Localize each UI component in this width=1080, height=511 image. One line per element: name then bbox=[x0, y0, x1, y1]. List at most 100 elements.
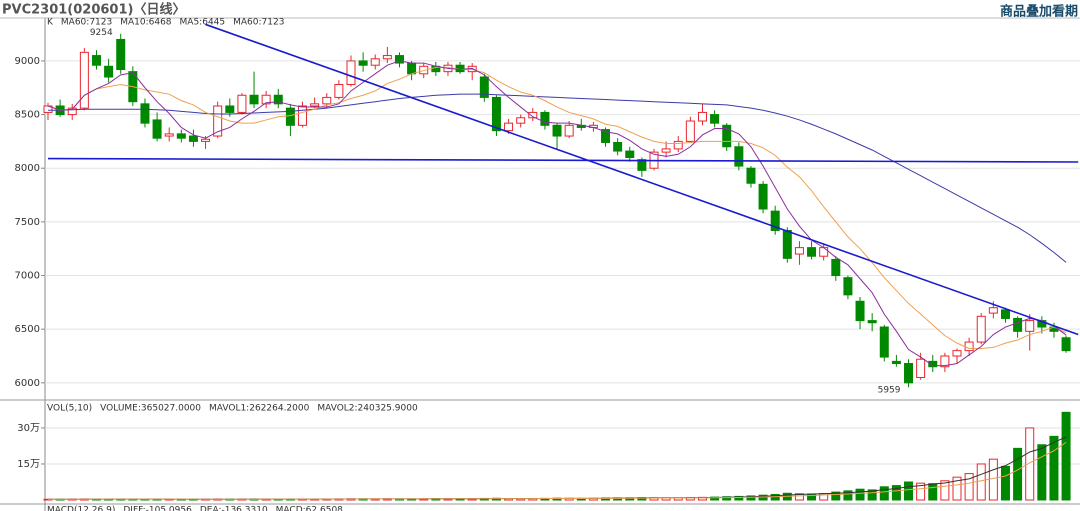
volume-bar bbox=[976, 463, 986, 501]
volume-bar bbox=[988, 458, 998, 501]
candle-body bbox=[79, 51, 89, 109]
candle-body bbox=[1061, 337, 1071, 352]
candle-body bbox=[358, 60, 368, 66]
candle-body bbox=[916, 358, 926, 378]
candle-body bbox=[382, 55, 392, 60]
y-tick-label: 8000 bbox=[15, 163, 40, 174]
volume-bar bbox=[867, 489, 877, 501]
candle-body bbox=[976, 315, 986, 343]
candle-body bbox=[673, 140, 683, 150]
candle-body bbox=[213, 105, 223, 137]
candle-body bbox=[1025, 320, 1035, 332]
candle-body bbox=[164, 133, 174, 137]
candle-body bbox=[613, 141, 623, 152]
legend-entry: MA10:6468 bbox=[120, 18, 172, 28]
legend-entry: MACD(12,26,9) bbox=[47, 506, 115, 511]
candle-body bbox=[225, 105, 235, 113]
candle-body bbox=[685, 120, 695, 142]
candle-body bbox=[879, 326, 889, 358]
legend-entry: VOL(5,10) bbox=[47, 404, 92, 414]
candle-body bbox=[152, 119, 162, 139]
volume-bar bbox=[952, 476, 962, 501]
candle-body bbox=[867, 320, 877, 324]
candle-body bbox=[516, 117, 526, 124]
candle-body bbox=[964, 341, 974, 352]
volume-bar bbox=[843, 490, 853, 501]
candle-body bbox=[940, 355, 950, 368]
candle-body bbox=[710, 114, 720, 124]
y-tick-label: 6500 bbox=[15, 324, 40, 335]
volume-bar bbox=[734, 495, 744, 501]
legend-entry: MAVOL2:240325.9000 bbox=[317, 404, 418, 414]
volume-bar bbox=[807, 493, 817, 501]
trend-line bbox=[205, 23, 1079, 336]
candle-body bbox=[661, 148, 671, 153]
candle-body bbox=[528, 111, 538, 119]
candle-body bbox=[479, 76, 489, 98]
candle-body bbox=[407, 62, 417, 75]
candle-body bbox=[843, 277, 853, 296]
legend-entry: MA60:7123 bbox=[233, 18, 284, 28]
candle-body bbox=[1013, 317, 1023, 332]
ma-line bbox=[47, 60, 1067, 367]
candle-body bbox=[140, 103, 150, 124]
legend-entry: MA5:6445 bbox=[180, 18, 226, 28]
candle-body bbox=[298, 105, 308, 126]
candle-body bbox=[601, 129, 611, 143]
candle-body bbox=[419, 65, 429, 75]
legend-entry: VOLUME:365027.0000 bbox=[100, 404, 201, 414]
legend-entry: K bbox=[47, 18, 54, 28]
volume-bar bbox=[794, 493, 804, 501]
candle-body bbox=[273, 94, 283, 105]
y-tick-label: 9000 bbox=[15, 56, 40, 67]
volume-bar bbox=[1037, 444, 1047, 501]
volume-bar bbox=[891, 485, 901, 501]
candle-body bbox=[552, 124, 562, 137]
candle-body bbox=[249, 94, 259, 105]
candle-body bbox=[310, 103, 320, 107]
candle-body bbox=[261, 94, 271, 105]
candle-body bbox=[176, 133, 186, 139]
annotation: 9254 bbox=[90, 28, 113, 38]
candle-body bbox=[188, 135, 198, 142]
candle-body bbox=[722, 124, 732, 148]
ma-line bbox=[48, 93, 1067, 263]
candle-body bbox=[322, 96, 332, 105]
candle-body bbox=[116, 38, 126, 71]
candle-body bbox=[67, 107, 77, 116]
volume-bar bbox=[722, 496, 732, 501]
annotation: 5959 bbox=[878, 386, 901, 396]
volume-bar bbox=[940, 480, 950, 501]
candle-body bbox=[104, 65, 114, 78]
volume-bar bbox=[1061, 411, 1071, 501]
candle-body bbox=[491, 96, 501, 132]
candle-body bbox=[637, 159, 647, 171]
legend-entry: DEA:-136.3310 bbox=[200, 506, 268, 511]
candle-body bbox=[770, 210, 780, 231]
candle-body bbox=[807, 247, 817, 257]
candle-body bbox=[346, 60, 356, 86]
volume-bar bbox=[1000, 465, 1010, 501]
candle-body bbox=[758, 183, 768, 210]
chart-title: PVC2301(020601)〈日线〉 bbox=[2, 2, 185, 18]
legend-entry: MA60:7123 bbox=[61, 18, 112, 28]
candle-body bbox=[394, 55, 404, 64]
y-tick-label: 30万 bbox=[17, 423, 40, 434]
ma-line bbox=[47, 441, 1067, 500]
candle-body bbox=[855, 300, 865, 322]
candle-body bbox=[819, 247, 829, 257]
candle-body bbox=[952, 350, 962, 357]
y-tick-label: 15万 bbox=[17, 459, 40, 470]
candle-body bbox=[831, 258, 841, 277]
y-tick-label: 7000 bbox=[15, 271, 40, 282]
candle-body bbox=[504, 122, 514, 132]
volume-bar bbox=[964, 473, 974, 501]
candle-body bbox=[91, 55, 101, 66]
volume-bar bbox=[916, 482, 926, 501]
candle-body bbox=[794, 247, 804, 255]
volume-bar bbox=[831, 491, 841, 501]
y-tick-label: 7500 bbox=[15, 217, 40, 228]
